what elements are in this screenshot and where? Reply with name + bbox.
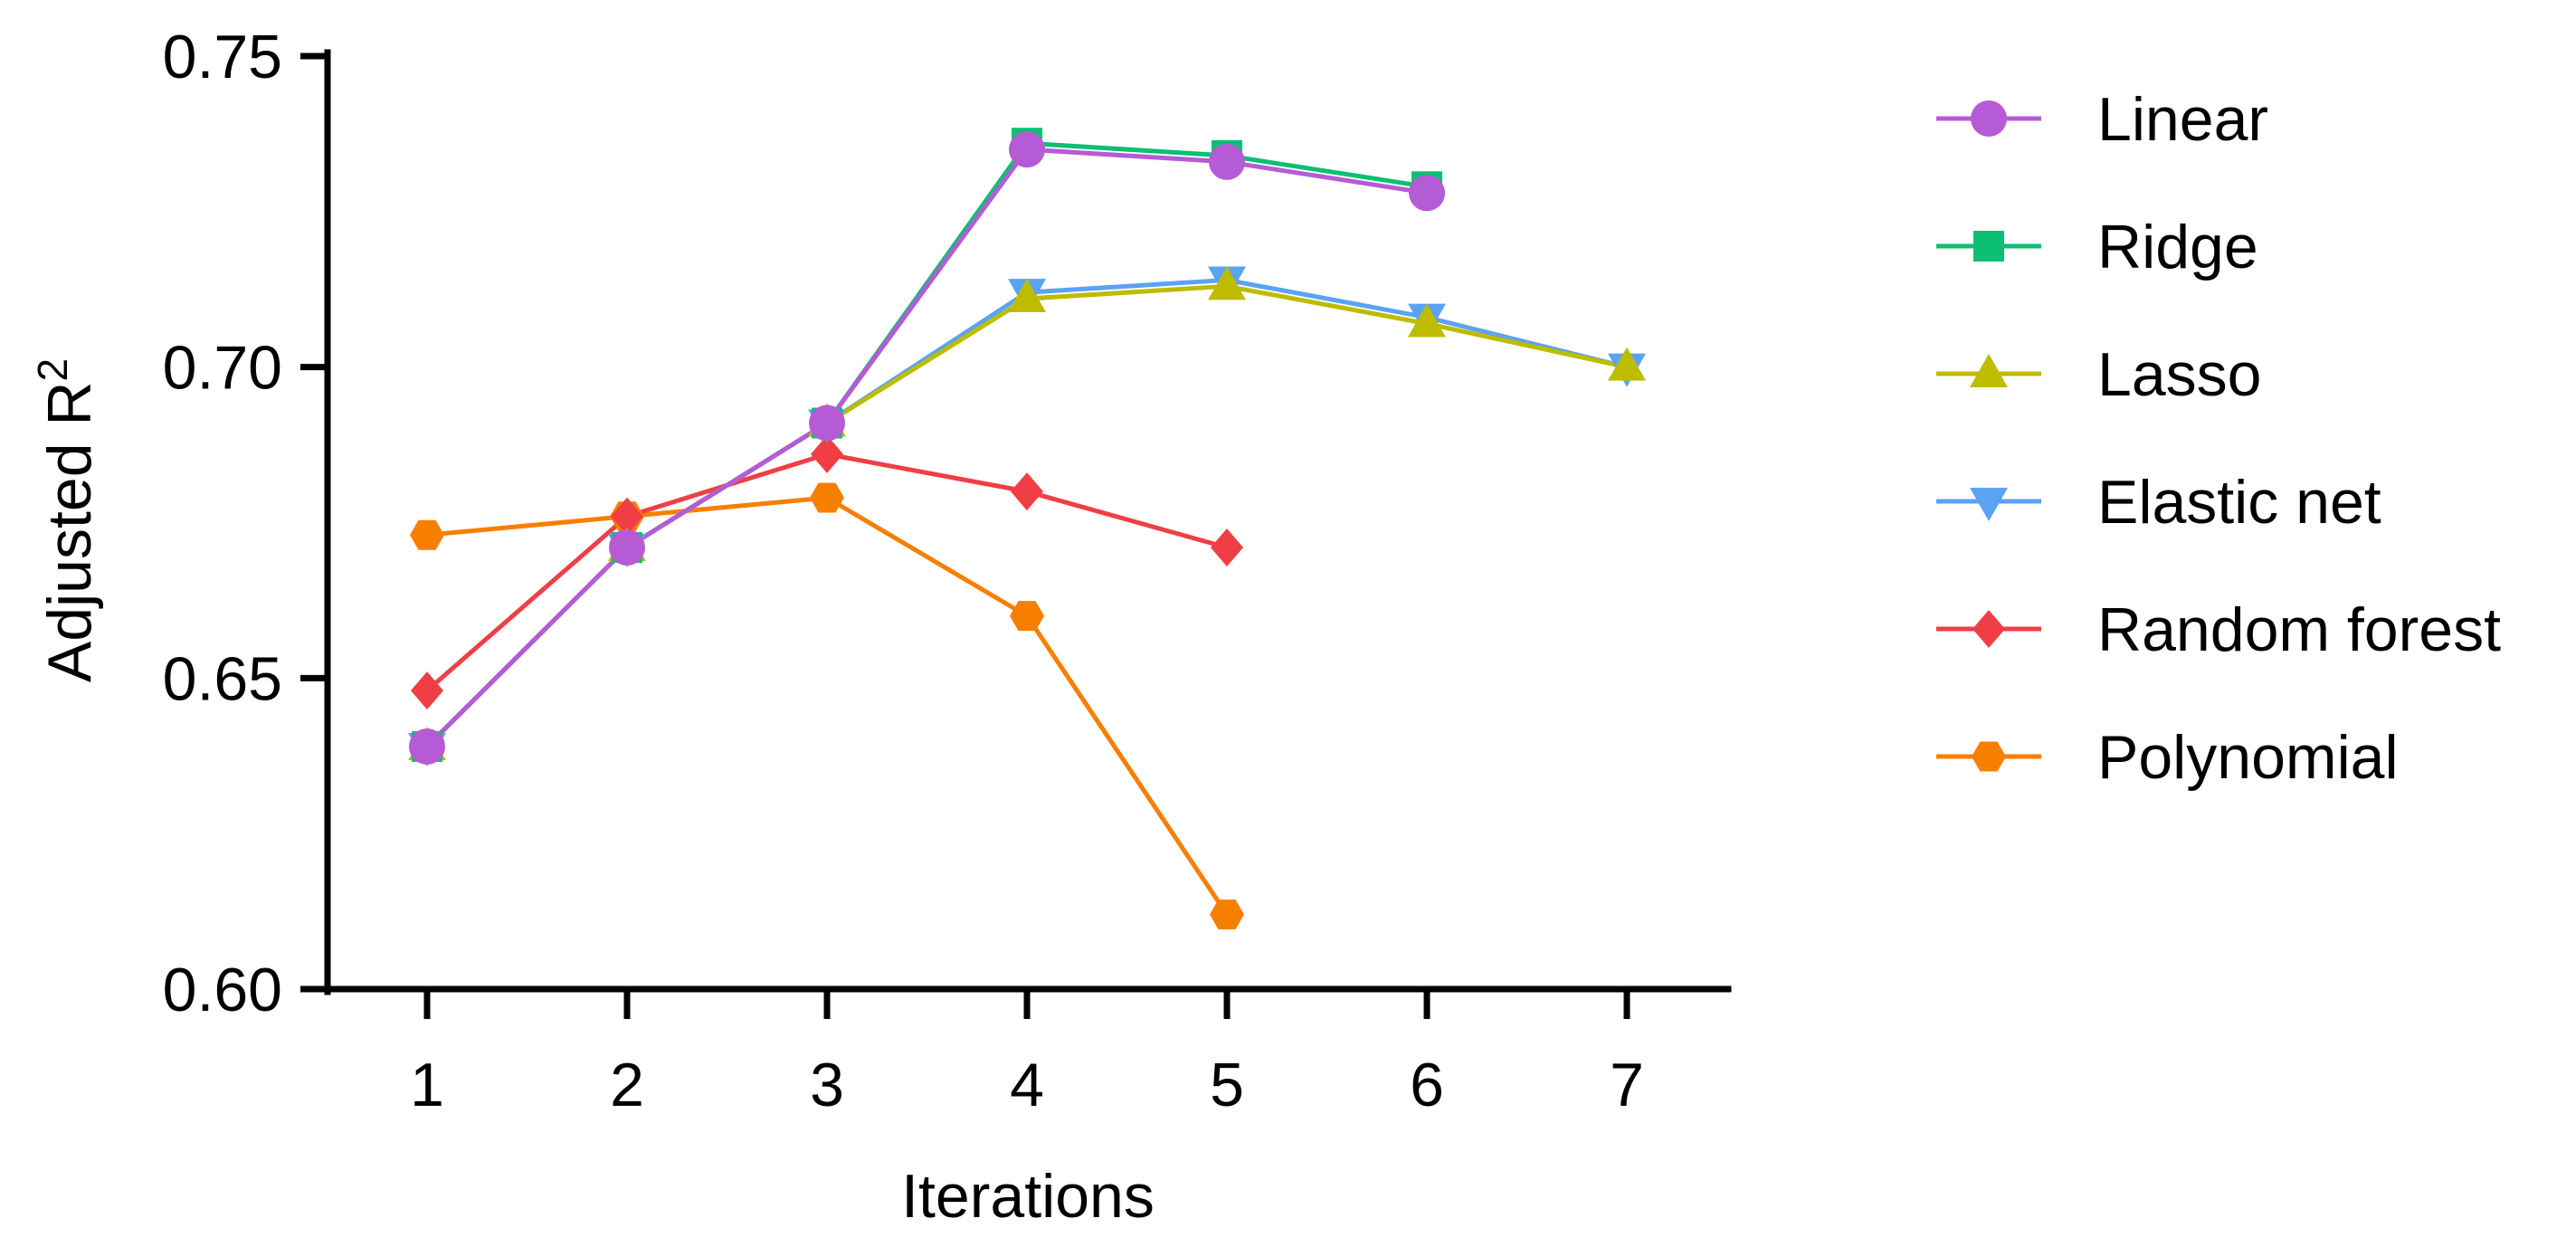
plot-lines [425, 140, 1628, 916]
x-tick-label: 1 [410, 1051, 444, 1119]
data-point-random-forest [811, 434, 843, 473]
legend-label-linear: Linear [2097, 85, 2268, 154]
y-tick-label: 0.70 [163, 334, 282, 403]
y-axis-title: Adjusted R2 [29, 358, 104, 682]
data-point-linear [609, 528, 645, 566]
legend-marker-linear [1971, 100, 2007, 137]
data-point-linear [409, 728, 445, 765]
data-point-polynomial [1210, 900, 1244, 929]
legend-label-ridge: Ridge [2097, 213, 2258, 281]
y-ticks: 0.60 0.65 0.70 0.75 [163, 23, 328, 1024]
legend-marker-ridge [1973, 231, 2004, 262]
x-tick-label: 7 [1610, 1051, 1644, 1119]
legend-marker-random-forest [1972, 610, 2005, 648]
x-tick-label: 4 [1010, 1051, 1044, 1119]
x-tick-label: 3 [810, 1051, 844, 1119]
series-line-polynomial [426, 495, 1230, 916]
data-point-random-forest [411, 671, 443, 710]
data-point-linear [1409, 175, 1445, 212]
x-tick-label: 2 [610, 1051, 644, 1119]
data-point-lasso [1608, 347, 1646, 381]
data-point-polynomial [410, 519, 444, 550]
data-point-lasso [1408, 303, 1446, 338]
data-point-random-forest [611, 497, 643, 536]
data-point-random-forest [1211, 528, 1243, 566]
data-point-linear [1009, 131, 1045, 168]
series-line-linear [425, 147, 1428, 748]
x-tick-label: 6 [1410, 1051, 1444, 1119]
x-tick-label: 5 [1210, 1051, 1244, 1119]
plot-markers [408, 128, 1646, 929]
series-line-ridge [425, 140, 1428, 748]
x-axis-title: Iterations [901, 1162, 1155, 1231]
data-point-polynomial [1010, 601, 1044, 632]
series-line-elastic-net [425, 277, 1628, 748]
data-point-linear [1209, 143, 1245, 180]
legend-marker-lasso [1970, 354, 2008, 387]
legend-label-polynomial: Polynomial [2097, 723, 2399, 792]
y-tick-label: 0.65 [163, 644, 282, 713]
axes: 0.60 0.65 0.70 0.75 1 2 3 4 5 6 7 [163, 23, 1732, 1119]
data-point-lasso [1008, 279, 1046, 313]
data-point-random-forest [1011, 472, 1043, 511]
legend-label-elastic-net: Elastic net [2097, 468, 2381, 537]
legend-label-lasso: Lasso [2097, 340, 2261, 409]
legend-marker-elastic-net [1970, 488, 2008, 521]
y-tick-label: 0.75 [163, 23, 282, 91]
y-tick-label: 0.60 [163, 956, 282, 1024]
data-point-linear [809, 405, 845, 442]
legend-label-random-forest: Random forest [2097, 595, 2501, 664]
legend: Linear Ridge Lasso Elastic net Random forest… [1936, 85, 2501, 792]
data-point-polynomial [810, 482, 844, 513]
legend-marker-polynomial [1972, 741, 2006, 772]
y-axis-title-superscript: 2 [29, 358, 76, 382]
data-point-lasso [1208, 266, 1246, 300]
y-axis-title-main: Adjusted R [35, 381, 104, 682]
x-ticks: 1 2 3 4 5 6 7 [410, 989, 1644, 1119]
